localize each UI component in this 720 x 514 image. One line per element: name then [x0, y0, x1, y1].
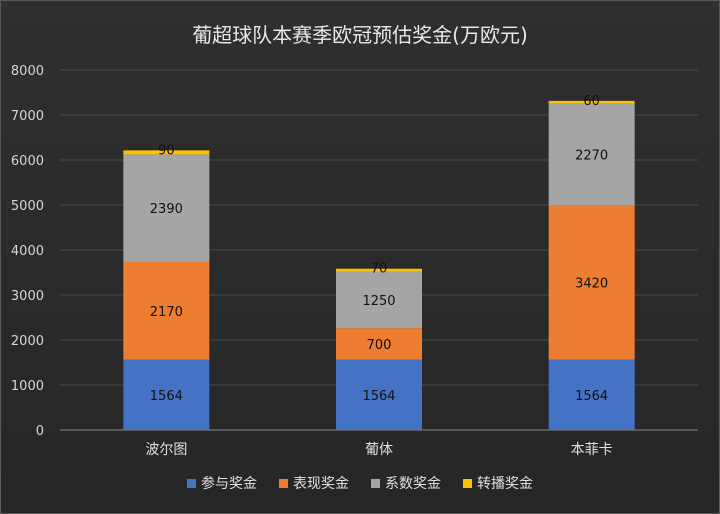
bar-segment: [548, 205, 635, 360]
y-tick-label: 3000: [11, 289, 44, 304]
x-tick-label: 波尔图: [145, 442, 187, 458]
bar-segment: [336, 268, 422, 272]
y-tick-label: 5000: [11, 199, 44, 214]
data-label: 60: [583, 94, 600, 109]
chart-title: 葡超球队本赛季欧冠预估奖金(万欧元): [192, 23, 528, 47]
y-tick-label: 2000: [11, 334, 44, 349]
bar-segment: [548, 103, 635, 206]
legend-swatch: [279, 479, 288, 488]
bar-segment: [548, 359, 635, 430]
x-tick-label: 葡体: [365, 442, 393, 458]
data-label: 1564: [362, 389, 395, 404]
bar-segment: [336, 328, 422, 360]
data-label: 2270: [575, 149, 608, 164]
data-label: 70: [371, 262, 388, 277]
legend-label: 系数奖金: [385, 475, 441, 492]
bar-segment: [123, 154, 210, 262]
y-tick-label: 0: [36, 424, 44, 439]
data-label: 1250: [362, 294, 395, 309]
y-tick-label: 7000: [11, 109, 44, 124]
legend: 参与奖金 表现奖金 系数奖金 转播奖金: [187, 475, 533, 492]
legend-swatch: [187, 479, 196, 488]
data-label: 1564: [575, 389, 608, 404]
data-label: 700: [367, 338, 392, 353]
legend-label: 参与奖金: [201, 475, 257, 492]
bar-segment: [123, 150, 210, 155]
y-tick-label: 6000: [11, 154, 44, 169]
bar-segment: [336, 359, 422, 430]
y-tick-label: 4000: [11, 244, 44, 259]
data-label: 1564: [150, 389, 183, 404]
legend-swatch: [463, 479, 472, 488]
data-label: 2390: [150, 202, 183, 217]
bars: 1564 2170 2390 90 1564 700 1250 70 1564 3420 2270 6…: [123, 94, 635, 430]
data-label: 3420: [575, 277, 608, 292]
y-axis: 0 1000 2000 3000 4000 5000 6000 7000 8000: [11, 64, 44, 439]
x-tick-label: 本菲卡: [571, 442, 613, 458]
bar-segment: [123, 261, 210, 360]
bar-segment: [336, 271, 422, 329]
legend-label: 表现奖金: [293, 475, 349, 492]
y-tick-label: 8000: [11, 64, 44, 79]
bar-segment: [548, 100, 635, 104]
x-axis: 波尔图 葡体 本菲卡: [145, 442, 612, 458]
legend-swatch: [371, 479, 380, 488]
bar-segment: [123, 359, 210, 430]
legend-label: 转播奖金: [477, 475, 533, 492]
data-label: 2170: [150, 305, 183, 320]
data-label: 90: [158, 143, 175, 158]
y-tick-label: 1000: [11, 379, 44, 394]
